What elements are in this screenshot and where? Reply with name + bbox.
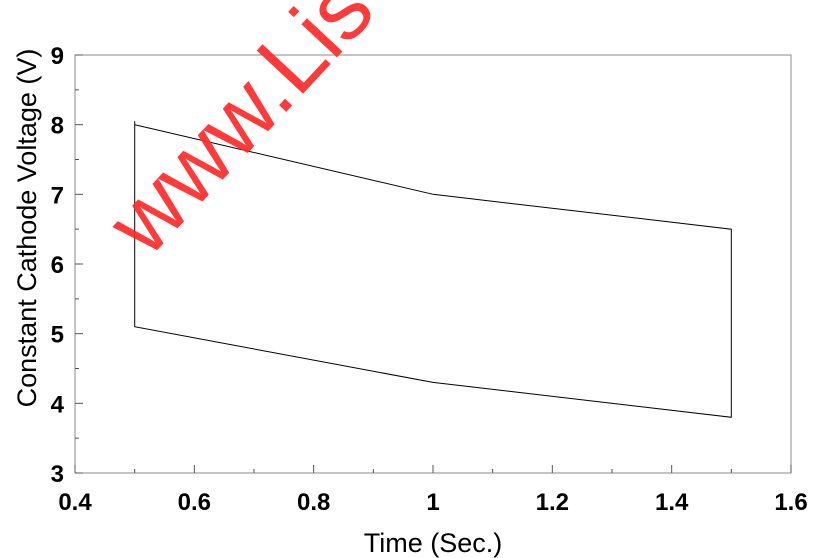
x-tick-labels: 0.4 0.6 0.8 1 1.2 1.4 1.6 — [58, 489, 807, 516]
y-tick-label: 9 — [51, 43, 64, 70]
x-tick-label: 0.6 — [178, 489, 211, 516]
x-tick-label: 1.6 — [774, 489, 807, 516]
x-tick-label: 1.2 — [536, 489, 569, 516]
y-tick-label: 8 — [51, 113, 64, 140]
y-tick-label: 7 — [51, 182, 64, 209]
x-tick-label: 0.4 — [58, 489, 92, 516]
x-tick-label: 0.8 — [297, 489, 330, 516]
y-tick-label: 6 — [51, 252, 64, 279]
y-axis-title: Constant Cathode Voltage (V) — [12, 49, 42, 408]
series-group — [134, 121, 732, 418]
x-tick-label: 1.4 — [655, 489, 689, 516]
y-tick-label: 5 — [51, 322, 64, 349]
y-tick-label: 3 — [51, 461, 64, 488]
y-tick-label: 4 — [51, 391, 65, 418]
plot-frame — [74, 54, 792, 474]
axis-ticks — [74, 54, 792, 474]
y-tick-labels: 3 4 5 6 7 8 9 — [51, 43, 65, 488]
series-line — [134, 121, 732, 418]
x-tick-label: 1 — [426, 489, 439, 516]
x-axis-title: Time (Sec.) — [364, 528, 503, 558]
